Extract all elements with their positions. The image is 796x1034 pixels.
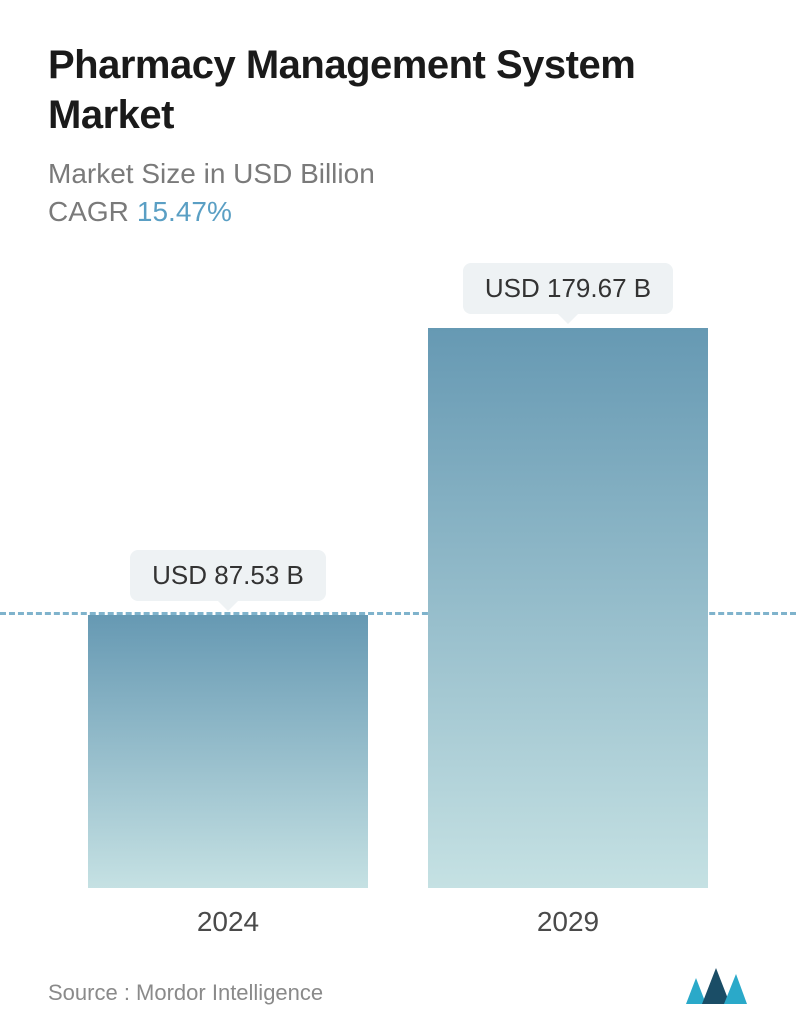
- chart-subtitle: Market Size in USD Billion: [48, 158, 748, 190]
- chart-area: USD 87.53 BUSD 179.67 B 20242029: [48, 268, 748, 928]
- logo-icon: [684, 966, 748, 1006]
- chart-container: Pharmacy Management System Market Market…: [0, 0, 796, 1034]
- x-label: 2024: [78, 906, 378, 938]
- brand-logo: [684, 966, 748, 1006]
- cagr-label: CAGR: [48, 196, 129, 227]
- bar-group: USD 179.67 B: [418, 263, 718, 888]
- bars-wrap: USD 87.53 BUSD 179.67 B: [48, 268, 748, 888]
- value-badge: USD 87.53 B: [130, 550, 326, 601]
- bar: [428, 328, 708, 888]
- source-text: Source : Mordor Intelligence: [48, 980, 323, 1006]
- value-badge: USD 179.67 B: [463, 263, 673, 314]
- chart-title: Pharmacy Management System Market: [48, 40, 748, 140]
- x-label: 2029: [418, 906, 718, 938]
- cagr-row: CAGR 15.47%: [48, 196, 748, 228]
- footer: Source : Mordor Intelligence: [48, 966, 748, 1006]
- cagr-value: 15.47%: [137, 196, 232, 227]
- x-axis-labels: 2024 2029: [48, 888, 748, 938]
- bar: [88, 615, 368, 888]
- bar-group: USD 87.53 B: [78, 550, 378, 888]
